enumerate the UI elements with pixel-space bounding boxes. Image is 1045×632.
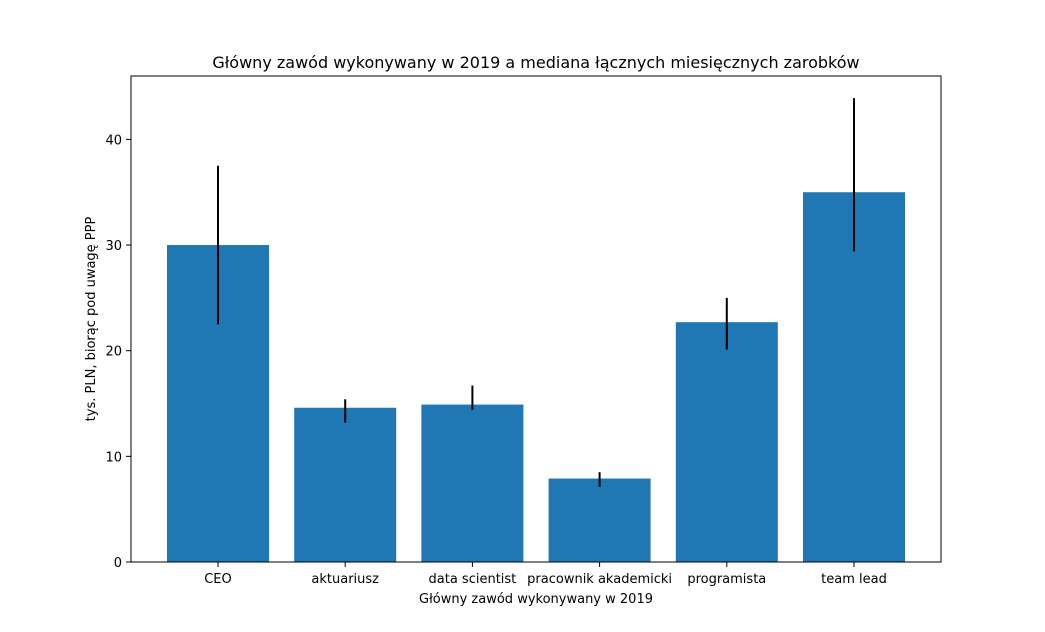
plot-frame (130, 75, 942, 563)
x-tick-label-0: CEO (204, 572, 232, 587)
y-tick-label-4: 40 (105, 133, 122, 148)
bars-group (167, 192, 905, 563)
bar-2 (421, 404, 524, 562)
x-axis: CEO aktuariusz data scientist pracownik aka… (204, 562, 887, 587)
x-tick-label-5: team lead (821, 572, 887, 587)
y-tick-label-0: 0 (114, 556, 122, 571)
y-tick-label-2: 20 (105, 345, 122, 360)
chart-title: Główny zawód wykonywany w 2019 a mediana… (212, 53, 859, 72)
bar-5 (803, 192, 905, 562)
bar-4 (675, 322, 778, 562)
bar-1 (294, 407, 397, 562)
x-tick-label-1: aktuariusz (311, 572, 379, 587)
y-axis-label: tys. PLN, biorąc pod uwagę PPP (84, 217, 99, 422)
x-tick-label-3: pracownik akademicki (527, 572, 672, 587)
y-tick-label-1: 10 (105, 450, 122, 465)
error-bars-group (217, 98, 855, 487)
y-tick-label-3: 30 (105, 239, 122, 254)
x-tick-label-4: programista (687, 572, 766, 587)
x-axis-label: Główny zawód wykonywany w 2019 (419, 592, 653, 607)
x-tick-label-2: data scientist (429, 572, 517, 587)
bar-3 (548, 478, 651, 562)
y-axis: 0 10 20 30 40 (105, 133, 131, 571)
